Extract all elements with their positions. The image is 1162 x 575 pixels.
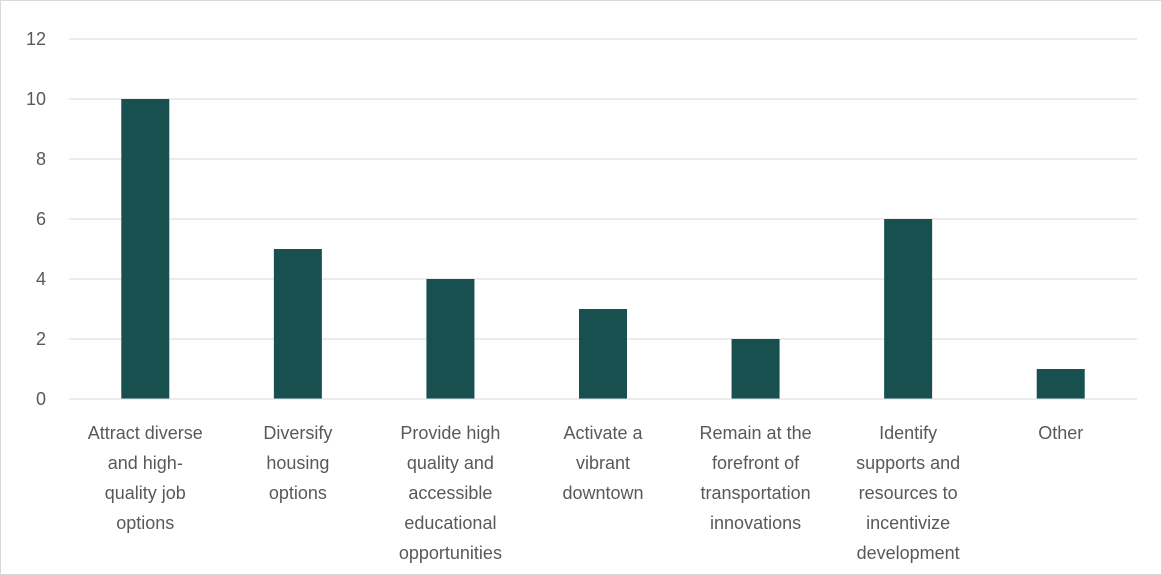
gridlines — [69, 38, 1137, 340]
bar-2 — [273, 249, 322, 399]
category-label-4-line-3: downtown — [562, 483, 643, 503]
category-label-6-line-5: development — [857, 543, 960, 563]
y-axis-tick-labels: 0 2 4 6 8 10 12 — [26, 29, 46, 409]
bar-7 — [1036, 369, 1085, 399]
category-label-1-line-4: options — [116, 513, 174, 533]
category-label-6-line-4: incentivize — [866, 513, 950, 533]
bars — [121, 99, 1085, 399]
y-tick-label-12: 12 — [26, 29, 46, 49]
category-label-6-line-2: supports and — [856, 453, 960, 473]
x-axis-category-labels: Attract diverse and high-quality job optio… — [88, 423, 1083, 563]
y-tick-label-10: 10 — [26, 89, 46, 109]
category-label-3-line-4: educational — [404, 513, 496, 533]
y-tick-label-0: 0 — [36, 389, 46, 409]
category-label-1-line-2: and high- — [108, 453, 183, 473]
y-tick-label-8: 8 — [36, 149, 46, 169]
y-tick-label-2: 2 — [36, 329, 46, 349]
bar-5 — [731, 339, 780, 399]
category-label-3-line-2: quality and — [407, 453, 494, 473]
category-label-1-line-1: Attract diverse — [88, 423, 203, 443]
bar-3 — [426, 279, 475, 399]
y-tick-label-4: 4 — [36, 269, 46, 289]
y-tick-label-6: 6 — [36, 209, 46, 229]
category-label-4-line-2: vibrant — [576, 453, 630, 473]
category-label-2-line-3: options — [269, 483, 327, 503]
category-label-1-line-3: quality job — [105, 483, 186, 503]
category-label-3-line-3: accessible — [408, 483, 492, 503]
category-label-3-line-5: opportunities — [399, 543, 502, 563]
bar-4 — [579, 309, 627, 399]
category-label-7-line-1: Other — [1038, 423, 1083, 443]
category-label-2-line-1: Diversify — [263, 423, 332, 443]
bar-6 — [884, 219, 933, 399]
category-label-4-line-1: Activate a — [563, 423, 643, 443]
category-label-5-line-3: transportation — [701, 483, 811, 503]
category-label-3-line-1: Provide high — [400, 423, 500, 443]
category-label-2-line-2: housing — [266, 453, 329, 473]
category-label-6-line-3: resources to — [859, 483, 958, 503]
category-label-6-line-1: Identify — [879, 423, 937, 443]
category-label-5-line-4: innovations — [710, 513, 801, 533]
bar-1 — [121, 99, 170, 399]
category-label-5-line-1: Remain at the — [700, 423, 812, 443]
category-label-5-line-2: forefront of — [712, 453, 800, 473]
